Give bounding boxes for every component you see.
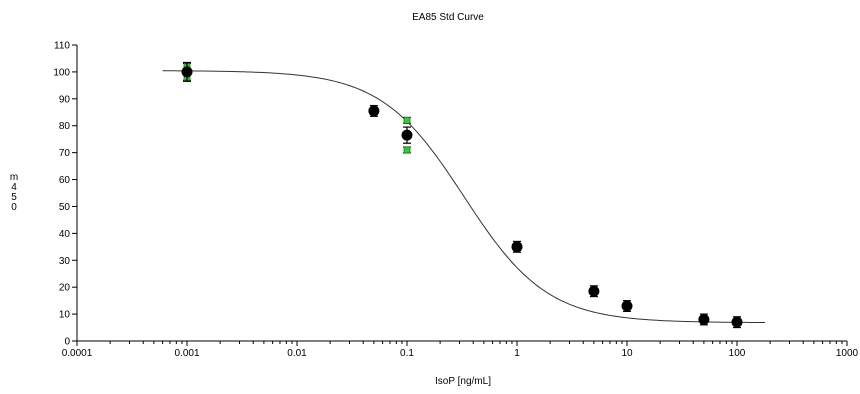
y-tick-label: 0 xyxy=(64,337,70,348)
mean-point xyxy=(368,105,380,117)
y-tick-label: 20 xyxy=(59,283,71,294)
y-tick-label: 50 xyxy=(59,202,71,213)
x-tick-label: 0.001 xyxy=(174,348,199,359)
replicate-point xyxy=(403,146,411,154)
y-tick-label: 100 xyxy=(53,67,70,78)
x-tick-label: 1000 xyxy=(836,348,859,359)
y-tick-label: 110 xyxy=(54,41,70,52)
x-tick-label: 100 xyxy=(729,348,746,359)
replicate-point xyxy=(403,116,411,124)
y-axis-label-char: 5 xyxy=(11,192,17,203)
y-axis-label-char: 4 xyxy=(11,182,17,193)
mean-point xyxy=(588,285,600,297)
chart-title: EA85 Std Curve xyxy=(412,12,484,23)
y-axis-label-char: m xyxy=(10,172,18,183)
x-axis-label: IsoP [ng/mL] xyxy=(435,376,491,387)
x-tick-label: 0.1 xyxy=(400,348,414,359)
mean-points xyxy=(181,61,743,329)
x-tick-label: 10 xyxy=(621,348,633,359)
y-tick-label: 30 xyxy=(59,256,71,267)
mean-point xyxy=(698,313,710,325)
mean-point xyxy=(621,300,633,312)
y-tick-label: 90 xyxy=(59,94,71,105)
x-ticks: 0.0001 0.001 0.01 0.1 1 10 100 1000 xyxy=(62,341,859,359)
x-tick-label: 1 xyxy=(514,348,520,359)
mean-point xyxy=(731,316,743,328)
y-tick-label: 80 xyxy=(59,121,71,132)
y-tick-label: 10 xyxy=(59,310,71,321)
mean-point xyxy=(181,66,193,78)
fit-curve xyxy=(162,70,766,324)
y-tick-label: 70 xyxy=(59,148,71,159)
mean-point xyxy=(511,241,523,253)
mean-point xyxy=(401,129,413,141)
y-tick-label: 40 xyxy=(59,229,71,240)
y-axis-label-char: 0 xyxy=(11,202,17,213)
x-tick-label: 0.01 xyxy=(287,348,307,359)
x-tick-label: 0.0001 xyxy=(62,348,93,359)
y-ticks: 0 10 20 30 40 50 60 70 80 90 100 110 xyxy=(53,41,77,348)
y-tick-label: 60 xyxy=(59,175,71,186)
